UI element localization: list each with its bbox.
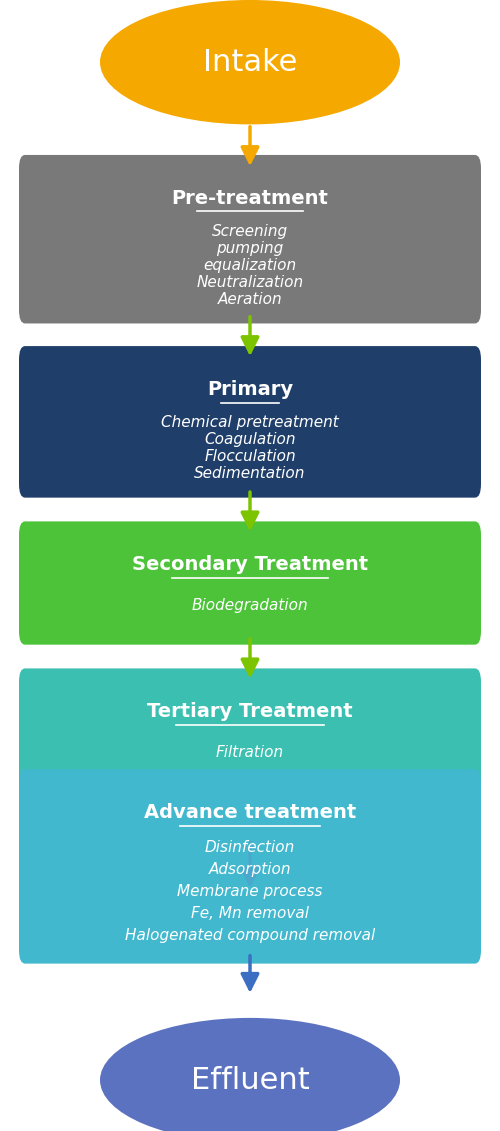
Text: Sedimentation: Sedimentation bbox=[194, 466, 306, 482]
Text: Membrane process: Membrane process bbox=[177, 884, 323, 899]
Text: Screening: Screening bbox=[212, 224, 288, 239]
Text: Chemical pretreatment: Chemical pretreatment bbox=[161, 415, 339, 430]
Text: Intake: Intake bbox=[203, 48, 297, 77]
Text: Halogenated compound removal: Halogenated compound removal bbox=[125, 927, 375, 942]
Text: Disinfection: Disinfection bbox=[205, 840, 295, 855]
FancyBboxPatch shape bbox=[19, 155, 481, 323]
FancyBboxPatch shape bbox=[19, 521, 481, 645]
Text: pumping: pumping bbox=[216, 241, 284, 256]
Text: Effluent: Effluent bbox=[190, 1065, 310, 1095]
Text: Neutralization: Neutralization bbox=[196, 275, 304, 290]
FancyBboxPatch shape bbox=[19, 668, 481, 792]
Text: Biodegradation: Biodegradation bbox=[192, 598, 308, 613]
Text: Fe, Mn removal: Fe, Mn removal bbox=[191, 906, 309, 921]
Text: Secondary Treatment: Secondary Treatment bbox=[132, 555, 368, 575]
Ellipse shape bbox=[100, 0, 400, 124]
FancyBboxPatch shape bbox=[19, 769, 481, 964]
Ellipse shape bbox=[100, 1018, 400, 1131]
Text: Primary: Primary bbox=[207, 380, 293, 399]
Text: Advance treatment: Advance treatment bbox=[144, 803, 356, 822]
Text: Pre-treatment: Pre-treatment bbox=[172, 189, 328, 208]
FancyBboxPatch shape bbox=[19, 346, 481, 498]
Text: Adsorption: Adsorption bbox=[209, 862, 291, 878]
Text: equalization: equalization bbox=[204, 258, 296, 273]
Text: Filtration: Filtration bbox=[216, 745, 284, 760]
Text: Aeration: Aeration bbox=[218, 292, 282, 308]
Text: Coagulation: Coagulation bbox=[204, 432, 296, 447]
Text: Tertiary Treatment: Tertiary Treatment bbox=[147, 702, 353, 722]
Text: Flocculation: Flocculation bbox=[204, 449, 296, 464]
